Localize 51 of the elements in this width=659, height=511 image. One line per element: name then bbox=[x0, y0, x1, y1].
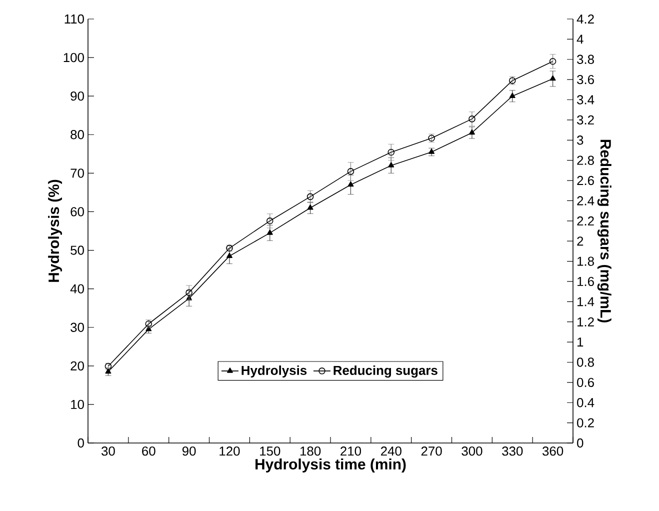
x-tick-label: 60 bbox=[142, 446, 156, 456]
y2-tick-label: 4 bbox=[576, 34, 584, 44]
y-tick-label: 70 bbox=[70, 168, 84, 178]
y2-tick-label: 1.6 bbox=[578, 276, 594, 286]
y2-tick-label: 0 bbox=[577, 438, 584, 448]
y-tick-label: 100 bbox=[64, 52, 84, 62]
y2-tick-label: 1.2 bbox=[578, 317, 594, 326]
y2-tick-label: 1.4 bbox=[578, 297, 594, 306]
y2-tick-label: 2.8 bbox=[577, 156, 594, 165]
y-tick-label: 50 bbox=[70, 246, 84, 255]
y-tick-label: 40 bbox=[70, 284, 84, 294]
x-tick-label: 90 bbox=[182, 446, 196, 456]
y2-tick-label: 3.8 bbox=[577, 54, 594, 64]
y-tick-label: 60 bbox=[70, 207, 84, 216]
y-tick-label: 0 bbox=[78, 438, 84, 448]
y2-tick-label: 3 bbox=[577, 136, 584, 145]
y2-tick-label: 0.2 bbox=[577, 418, 594, 428]
x-tick-label: 330 bbox=[502, 446, 523, 456]
y-tick-label: 90 bbox=[70, 92, 84, 101]
y2-tick-label: 3.6 bbox=[577, 74, 594, 84]
y2-tick-label: 0.4 bbox=[577, 398, 594, 408]
y2-tick-label: 0.8 bbox=[577, 358, 594, 367]
y2-tick-label: 4.2 bbox=[576, 14, 594, 24]
x-axis-title: Hydrolysis time (min) bbox=[256, 458, 406, 472]
y2-tick-label: 0.6 bbox=[577, 378, 594, 388]
y-tick-label: 10 bbox=[71, 400, 84, 410]
y2-axis-title: Reducing sugars (mg/mL) bbox=[597, 140, 612, 322]
x-tick-label: 270 bbox=[421, 446, 442, 456]
y2-tick-label: 3.2 bbox=[577, 115, 594, 125]
x-tick-label: 300 bbox=[462, 446, 482, 456]
y2-tick-label: 2.2 bbox=[577, 216, 594, 226]
y-tick-label: 110 bbox=[64, 14, 84, 24]
y2-tick-label: 1.8 bbox=[578, 256, 594, 266]
x-tick-label: 210 bbox=[340, 446, 362, 456]
y2-tick-label: 2.4 bbox=[577, 196, 594, 206]
x-tick-label: 360 bbox=[542, 446, 564, 456]
y2-tick-label: 1 bbox=[578, 338, 584, 346]
legend-label: Reducing sugars bbox=[334, 365, 438, 378]
x-tick-label: 150 bbox=[260, 446, 280, 456]
x-tick-label: 30 bbox=[102, 446, 115, 456]
x-tick-label: 180 bbox=[300, 446, 321, 456]
y-tick-label: 20 bbox=[70, 361, 84, 370]
legend-label: Hydrolysis bbox=[242, 365, 307, 378]
x-tick-label: 240 bbox=[380, 446, 402, 456]
y-axis-title: Hydrolysis (%) bbox=[48, 180, 62, 282]
x-tick-label: 120 bbox=[220, 446, 240, 456]
y-tick-label: 80 bbox=[70, 130, 84, 140]
y-tick-label: 30 bbox=[70, 322, 84, 332]
y2-tick-label: 2.6 bbox=[577, 176, 594, 186]
y2-tick-label: 3.4 bbox=[577, 95, 594, 104]
y2-tick-label: 2 bbox=[577, 236, 584, 246]
